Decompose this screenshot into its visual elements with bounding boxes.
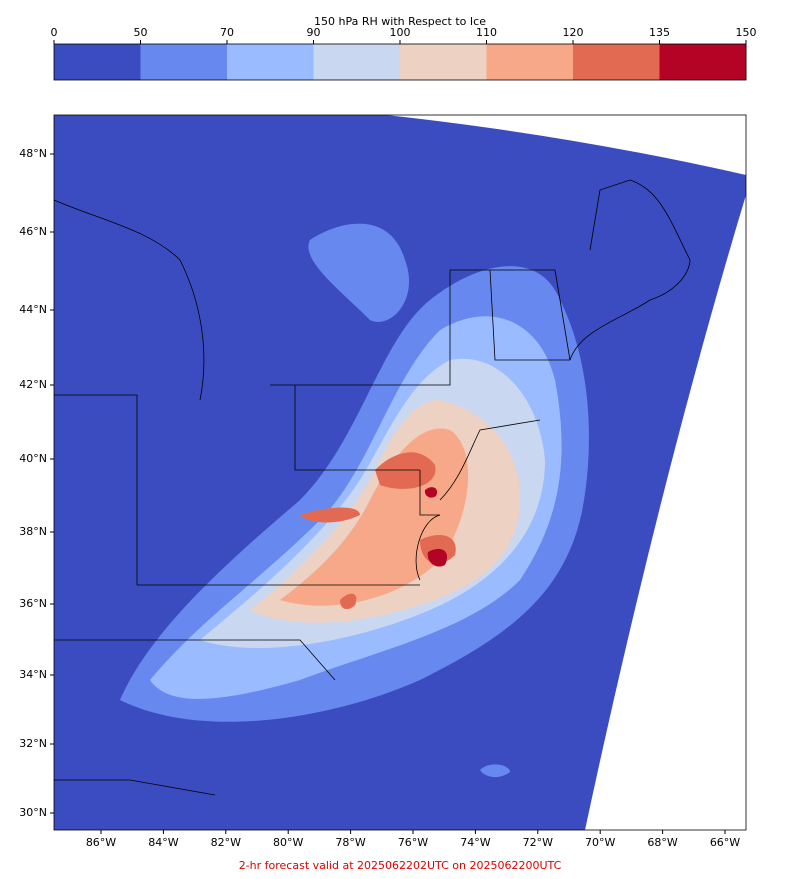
lon-label: 86°W (86, 836, 116, 849)
colorbar-tick-label: 110 (476, 26, 497, 39)
colorbar-tick-label: 90 (307, 26, 321, 39)
lon-label: 84°W (148, 836, 178, 849)
lat-label: 42°N (19, 378, 47, 391)
lat-label: 46°N (19, 225, 47, 238)
lon-label: 76°W (398, 836, 428, 849)
colorbar-tick-label: 135 (649, 26, 670, 39)
colorbar-tick-label: 50 (134, 26, 148, 39)
colorbar-segment (313, 44, 401, 80)
map (53, 114, 747, 831)
colorbar-segment (486, 44, 574, 80)
lon-label: 78°W (335, 836, 365, 849)
lat-label: 34°N (19, 668, 47, 681)
lat-label: 36°N (19, 597, 47, 610)
lon-label: 74°W (460, 836, 490, 849)
colorbar: 0 50 70 90 100 110 120 135 150 (51, 26, 757, 81)
boundaries (53, 179, 691, 796)
colorbar-segment (659, 44, 747, 80)
lon-label: 70°W (585, 836, 615, 849)
footer: 2-hr forecast valid at 2025062202UTC on … (239, 859, 562, 872)
map-axes: 48°N 46°N 44°N 42°N 40°N 38°N 36°N 34°N 32°N 30°N… (19, 147, 740, 849)
lat-label: 30°N (19, 806, 47, 819)
colorbar-tick-label: 70 (220, 26, 234, 39)
colorbar-tick-label: 150 (736, 26, 757, 39)
colorbar-segment (140, 44, 228, 80)
lon-label: 66°W (710, 836, 740, 849)
lat-label: 38°N (19, 525, 47, 538)
colorbar-tick-label: 100 (390, 26, 411, 39)
lat-label: 44°N (19, 303, 47, 316)
colorbar-tick-label: 0 (51, 26, 58, 39)
lat-label: 32°N (19, 737, 47, 750)
colorbar-segment (573, 44, 660, 80)
lat-label: 40°N (19, 452, 47, 465)
lon-label: 80°W (273, 836, 303, 849)
colorbar-segment (227, 44, 314, 80)
colorbar-tick-label: 120 (563, 26, 584, 39)
lon-label: 68°W (647, 836, 677, 849)
colorbar-segment (400, 44, 487, 80)
lon-label: 72°W (523, 836, 553, 849)
colorbar-title: 150 hPa RH with Respect to Ice (314, 15, 486, 28)
out-of-domain (585, 195, 746, 830)
colorbar-segment (54, 44, 141, 80)
rh-field (120, 223, 589, 778)
map-frame (53, 114, 747, 831)
lon-label: 82°W (211, 836, 241, 849)
lat-label: 48°N (19, 147, 47, 160)
out-of-domain (386, 115, 746, 175)
